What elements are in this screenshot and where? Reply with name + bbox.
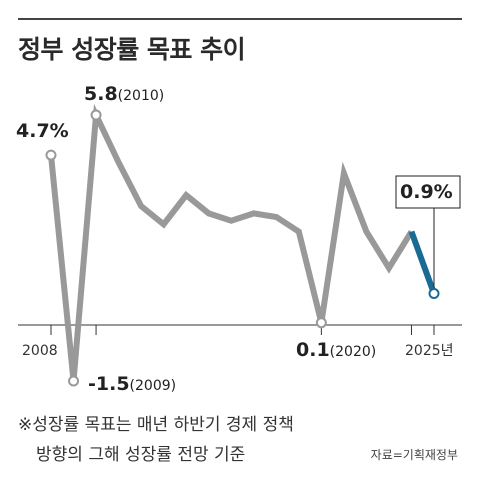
data-point-2010 [90, 109, 102, 121]
series-line-history [48, 103, 415, 382]
chart-title: 정부 성장률 목표 추이 [18, 35, 246, 64]
data-label-2009: -1.5(2009) [88, 373, 176, 395]
x-tick-label-last: 2025년 [405, 343, 454, 359]
data-label-value-2020: 0.1 [296, 339, 330, 361]
data-label-2025: 0.9% [400, 181, 453, 203]
data-label-2008: 4.7% [16, 120, 69, 142]
data-label-value-2010: 5.8 [84, 83, 118, 105]
series-line-target-2025 [408, 230, 437, 295]
data-point-2009 [68, 375, 80, 387]
data-label-year-2010: (2010) [118, 88, 165, 104]
data-label-value-2008: 4.7% [16, 120, 69, 142]
source-label: 자료=기획재정부 [370, 448, 458, 462]
data-label-2020: 0.1(2020) [296, 339, 376, 361]
footnote-line-2: 방향의 그해 성장률 전망 기준 [36, 445, 246, 465]
data-label-year-2020: (2020) [330, 344, 377, 360]
top-rule [18, 18, 462, 20]
x-tick-label-first: 2008 [22, 343, 58, 359]
data-point-2008 [45, 149, 57, 161]
value-box-2025 [395, 175, 461, 209]
data-point-2020 [315, 317, 327, 329]
data-label-2010: 5.8(2010) [84, 83, 164, 105]
data-label-value-2009: -1.5 [88, 373, 130, 395]
data-label-year-2009: (2009) [130, 378, 177, 394]
data-label-value-2025: 0.9% [400, 181, 453, 203]
footnote-line-1: ※성장률 목표는 매년 하반기 경제 정책 [18, 415, 294, 435]
data-point-2025 [428, 288, 440, 300]
